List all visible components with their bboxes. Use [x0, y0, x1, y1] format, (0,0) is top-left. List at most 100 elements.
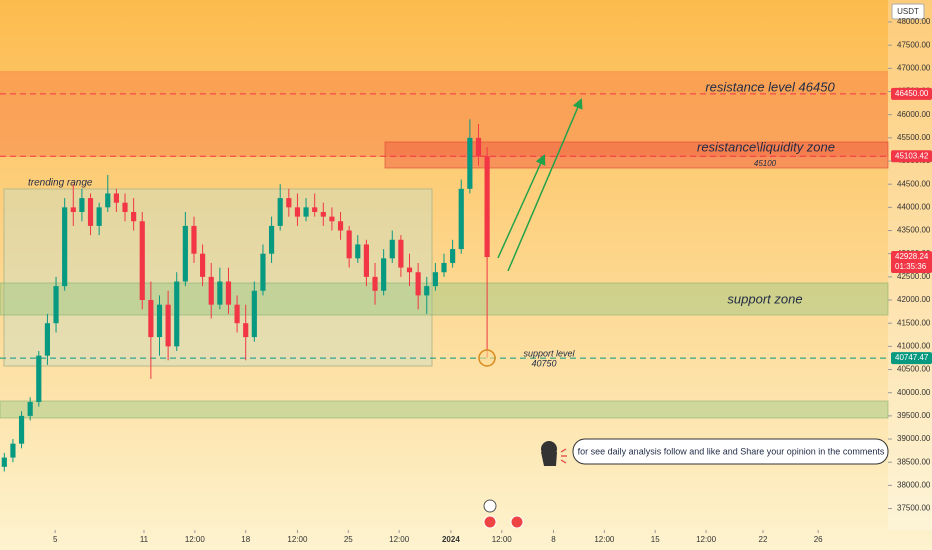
y-tick-label: 37500.00	[897, 504, 931, 513]
candle-body	[182, 225, 188, 282]
annotation: 40750	[531, 358, 556, 368]
x-tick-label: 12:00	[287, 535, 308, 544]
x-tick-label: 26	[814, 535, 823, 544]
price-label: 46450.00	[895, 89, 929, 98]
candle-body	[200, 253, 206, 277]
countdown: 01:35:36	[895, 262, 927, 271]
candle-body	[294, 207, 301, 217]
y-tick-label: 40500.00	[897, 365, 931, 374]
candle-body	[320, 211, 326, 217]
arrow	[507, 98, 583, 272]
candle-body	[251, 290, 257, 338]
candle-body	[105, 193, 111, 208]
annotation: trending range	[28, 178, 93, 189]
price-label: 42928.24	[895, 252, 929, 261]
candle-body	[398, 239, 404, 268]
candle-body	[165, 304, 171, 347]
annotation: support level	[523, 348, 575, 358]
event-icon[interactable]	[483, 499, 497, 513]
candle-body	[62, 207, 68, 287]
candle-body	[96, 207, 102, 226]
candle-body	[458, 188, 464, 250]
speech-lines	[560, 448, 567, 464]
candle-body	[277, 198, 283, 226]
lower-zone	[0, 400, 889, 419]
candle-body	[36, 355, 42, 402]
candle-body	[389, 239, 395, 259]
y-tick-label: 39000.00	[897, 434, 931, 443]
candle-body	[337, 221, 344, 231]
candle-body	[432, 272, 438, 287]
candle-body	[234, 304, 240, 324]
candle-body	[243, 323, 249, 338]
candle-body	[174, 281, 180, 347]
y-tick-label: 42500.00	[897, 272, 931, 281]
candle-body	[27, 401, 33, 416]
candle-body	[268, 225, 275, 254]
candle-body	[1, 457, 7, 467]
y-tick-label: 42000.00	[897, 295, 931, 304]
x-tick-label: 18	[241, 535, 250, 544]
candle-body	[191, 225, 197, 254]
candle-body	[355, 244, 361, 259]
candle-body	[329, 216, 335, 222]
candle-body	[372, 276, 378, 291]
y-tick-label: 45500.00	[897, 133, 931, 142]
y-tick-label: 47000.00	[897, 63, 931, 72]
candle-body	[53, 286, 59, 324]
candle-body	[346, 230, 352, 259]
candle-body	[286, 198, 292, 208]
candle-body	[381, 258, 387, 291]
candle-body	[79, 198, 85, 212]
y-tick-label: 41500.00	[897, 318, 931, 327]
candle-body	[467, 137, 473, 189]
candle-body	[44, 323, 51, 356]
price-label-bg	[891, 251, 932, 274]
candle-body	[450, 249, 456, 263]
price-label: 45103.42	[895, 151, 929, 160]
candle-body	[10, 443, 16, 458]
x-tick-label: 12:00	[492, 535, 513, 544]
candle-body	[406, 267, 413, 273]
y-tick-label: 40000.00	[897, 388, 931, 397]
candle-body	[113, 193, 119, 203]
support-zone	[0, 282, 889, 316]
candle-body	[208, 276, 214, 305]
candle-body	[424, 286, 430, 296]
x-tick-label: 22	[759, 535, 768, 544]
candle-body	[260, 253, 266, 291]
trending-range-box	[3, 188, 433, 367]
arrow	[497, 154, 546, 259]
candle-body	[484, 156, 490, 258]
candle-body	[122, 202, 128, 212]
candle-body	[312, 207, 318, 212]
event-icon[interactable]	[510, 515, 524, 529]
candle-body	[139, 221, 145, 301]
price-label-bg	[891, 352, 932, 365]
annotation: support zone	[727, 291, 802, 306]
candle-body	[70, 207, 76, 212]
candle-body	[156, 304, 163, 338]
x-tick-label: 11	[140, 535, 149, 544]
y-tick-label: 44000.00	[897, 202, 931, 211]
candle-body	[363, 244, 369, 277]
event-icon[interactable]	[483, 515, 497, 529]
x-tick-label: 12:00	[696, 535, 717, 544]
annotation: resistance\liquidity zone	[697, 139, 835, 154]
currency: USDT	[897, 7, 919, 16]
x-tick-label: 15	[651, 535, 660, 544]
candle-body	[217, 281, 223, 305]
price-label: 40747.47	[895, 353, 929, 362]
resistance-area	[0, 71, 888, 157]
x-tick-label: 12:00	[185, 535, 206, 544]
candle-body	[18, 415, 25, 444]
y-tick-label: 41000.00	[897, 341, 931, 350]
candle-body	[475, 137, 482, 157]
x-tick-label: 2024	[442, 535, 460, 544]
y-tick-label: 38500.00	[897, 457, 931, 466]
x-tick-label: 12:00	[389, 535, 410, 544]
candle-body	[131, 211, 137, 222]
y-tick-label: 44500.00	[897, 179, 931, 188]
